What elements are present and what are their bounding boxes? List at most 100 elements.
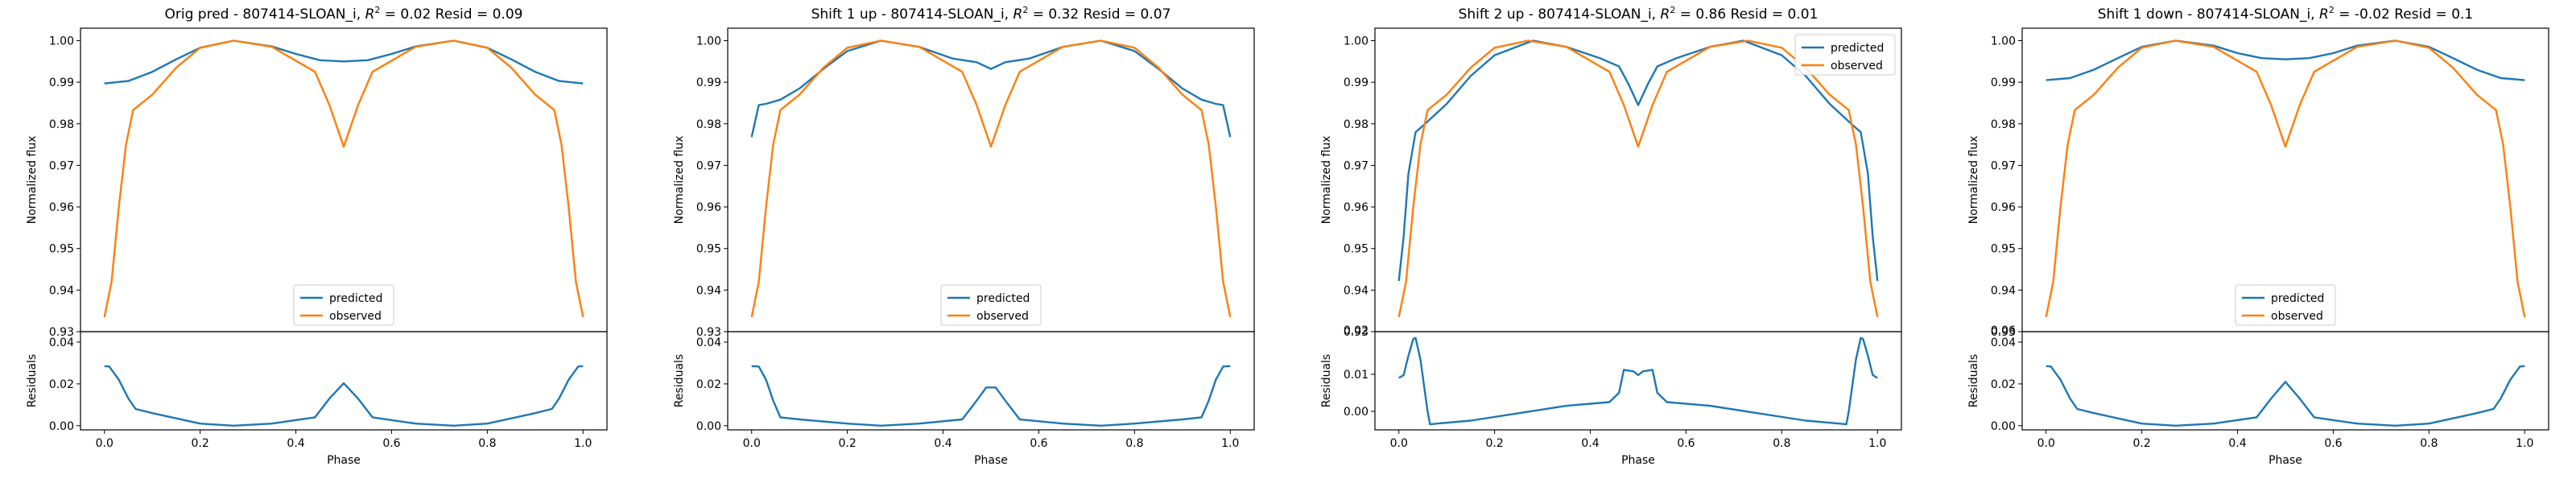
xtick-label: 0.8 bbox=[1773, 437, 1790, 450]
title-prefix: Shift 1 up - 807414-SLOAN_i, bbox=[811, 6, 1013, 23]
title-prefix: Shift 2 up - 807414-SLOAN_i, bbox=[1459, 6, 1661, 23]
series-predicted-line bbox=[104, 39, 584, 85]
title-r2-value: = 0.02 bbox=[380, 6, 431, 23]
series-predicted-line bbox=[1397, 39, 1879, 282]
residual-top-tick-label: 0.06 bbox=[1991, 324, 2016, 337]
xtick-label: 0.4 bbox=[2228, 437, 2246, 450]
panel-2: Shift 1 up - 807414-SLOAN_i, R2 = 0.32 R… bbox=[673, 5, 1255, 467]
series-predicted-line bbox=[2046, 39, 2525, 81]
flux-ytick-label: 0.95 bbox=[696, 243, 721, 256]
flux-ytick-label: 0.94 bbox=[1344, 284, 1368, 297]
xtick-label: 0.0 bbox=[1390, 437, 1408, 450]
xtick-label: 1.0 bbox=[1221, 437, 1239, 450]
xtick-label: 0.2 bbox=[192, 437, 209, 450]
xtick-label: 0.4 bbox=[1581, 437, 1599, 450]
residual-line bbox=[751, 365, 1231, 427]
panel-title: Shift 2 up - 807414-SLOAN_i, R2 = 0.86 R… bbox=[1459, 5, 1818, 23]
flux-ytick-label: 0.99 bbox=[1991, 76, 2016, 89]
flux-ytick-label: 0.98 bbox=[1344, 118, 1368, 131]
flux-ytick-label: 0.98 bbox=[696, 118, 721, 131]
title-suffix: Resid = 0.1 bbox=[2390, 6, 2473, 23]
title-sup: 2 bbox=[1670, 5, 1675, 15]
flux-ylabel: Normalized flux bbox=[1967, 136, 1980, 225]
legend-label-observed: observed bbox=[329, 310, 382, 323]
legend-label-predicted: predicted bbox=[2271, 292, 2324, 305]
title-suffix: Resid = 0.07 bbox=[1079, 6, 1170, 23]
flux-ytick-label: 0.99 bbox=[696, 76, 721, 89]
residual-top-tick-label: 0.02 bbox=[1344, 324, 1368, 337]
flux-ytick-label: 1.00 bbox=[1344, 35, 1368, 47]
xtick-label: 0.0 bbox=[2037, 437, 2055, 450]
xtick-label: 0.2 bbox=[2133, 437, 2151, 450]
residual-line bbox=[1398, 336, 1878, 426]
legend: predicted observed bbox=[2235, 284, 2336, 326]
xtick-label: 0.6 bbox=[382, 437, 400, 450]
xtick-label: 0.8 bbox=[2420, 437, 2438, 450]
panel-4: Shift 1 down - 807414-SLOAN_i, R2 = -0.0… bbox=[1967, 5, 2549, 467]
flux-ytick-label: 0.95 bbox=[1344, 243, 1368, 256]
flux-ytick-label: 0.97 bbox=[1344, 159, 1368, 172]
flux-ytick-label: 0.93 bbox=[1991, 326, 2016, 339]
series-observed-line bbox=[1397, 39, 1879, 318]
residual-axes-frame bbox=[80, 331, 608, 431]
xlabel: Phase bbox=[974, 454, 1008, 467]
legend: predicted observed bbox=[1794, 34, 1896, 76]
residual-ytick-label: 0.04 bbox=[49, 336, 74, 349]
xtick-label: 0.6 bbox=[2324, 437, 2342, 450]
flux-ytick-label: 0.95 bbox=[1991, 243, 2016, 256]
xlabel: Phase bbox=[1621, 454, 1655, 467]
flux-ytick-label: 0.94 bbox=[696, 284, 721, 297]
flux-ytick-label: 0.99 bbox=[49, 76, 74, 89]
xtick-label: 0.0 bbox=[743, 437, 761, 450]
flux-ytick-label: 1.00 bbox=[1991, 35, 2016, 47]
residual-ylabel: Residuals bbox=[1320, 354, 1333, 407]
series-observed-line bbox=[2045, 39, 2526, 318]
flux-ytick-label: 0.94 bbox=[1991, 284, 2016, 297]
title-sup: 2 bbox=[2329, 5, 2334, 15]
flux-ylabel: Normalized flux bbox=[1320, 136, 1333, 225]
flux-ytick-label: 0.93 bbox=[49, 326, 74, 339]
legend-label-observed: observed bbox=[1831, 60, 1883, 72]
flux-ytick-label: 0.96 bbox=[696, 201, 721, 214]
series-predicted-line bbox=[750, 39, 1232, 138]
legend-label-predicted: predicted bbox=[1831, 42, 1884, 55]
flux-ytick-label: 0.93 bbox=[696, 326, 721, 339]
title-prefix: Shift 1 down - 807414-SLOAN_i, bbox=[2098, 6, 2319, 23]
title-r: R bbox=[1661, 6, 1670, 23]
title-sup: 2 bbox=[374, 5, 380, 15]
residual-ytick-label: 0.02 bbox=[696, 378, 721, 391]
xtick-label: 1.0 bbox=[574, 437, 592, 450]
series-observed-line bbox=[750, 39, 1232, 318]
title-sup: 2 bbox=[1022, 5, 1028, 15]
panel-3: Shift 2 up - 807414-SLOAN_i, R2 = 0.86 R… bbox=[1320, 5, 1902, 467]
title-r: R bbox=[2319, 6, 2329, 23]
flux-ytick-label: 0.97 bbox=[1991, 159, 2016, 172]
legend: predicted observed bbox=[940, 284, 1042, 326]
panel-title: Shift 1 down - 807414-SLOAN_i, R2 = -0.0… bbox=[2098, 5, 2473, 23]
xtick-label: 0.0 bbox=[96, 437, 114, 450]
xtick-label: 0.8 bbox=[1125, 437, 1143, 450]
residual-ytick-label: 0.00 bbox=[1344, 406, 1368, 419]
title-r: R bbox=[365, 6, 375, 23]
flux-ytick-label: 0.97 bbox=[49, 159, 74, 172]
flux-ytick-label: 0.96 bbox=[49, 201, 74, 214]
residual-ytick-label: 0.02 bbox=[1991, 378, 2016, 391]
residual-ylabel: Residuals bbox=[26, 354, 39, 407]
residual-ylabel: Residuals bbox=[673, 354, 686, 407]
legend-label-observed: observed bbox=[2271, 310, 2323, 323]
flux-ytick-label: 0.96 bbox=[1991, 201, 2016, 214]
title-suffix: Resid = 0.09 bbox=[431, 6, 522, 23]
xtick-label: 0.2 bbox=[839, 437, 857, 450]
legend: predicted observed bbox=[293, 284, 394, 326]
residual-axes-frame bbox=[1374, 331, 1902, 431]
xtick-label: 0.4 bbox=[287, 437, 304, 450]
title-r2-value: = 0.86 bbox=[1675, 6, 1726, 23]
xtick-label: 0.6 bbox=[1030, 437, 1047, 450]
residual-ytick-label: 0.04 bbox=[696, 336, 721, 349]
flux-ytick-label: 0.93 bbox=[1344, 326, 1368, 339]
xtick-label: 1.0 bbox=[1868, 437, 1886, 450]
xtick-label: 0.4 bbox=[934, 437, 952, 450]
xtick-label: 1.0 bbox=[2516, 437, 2533, 450]
title-r: R bbox=[1013, 6, 1023, 23]
